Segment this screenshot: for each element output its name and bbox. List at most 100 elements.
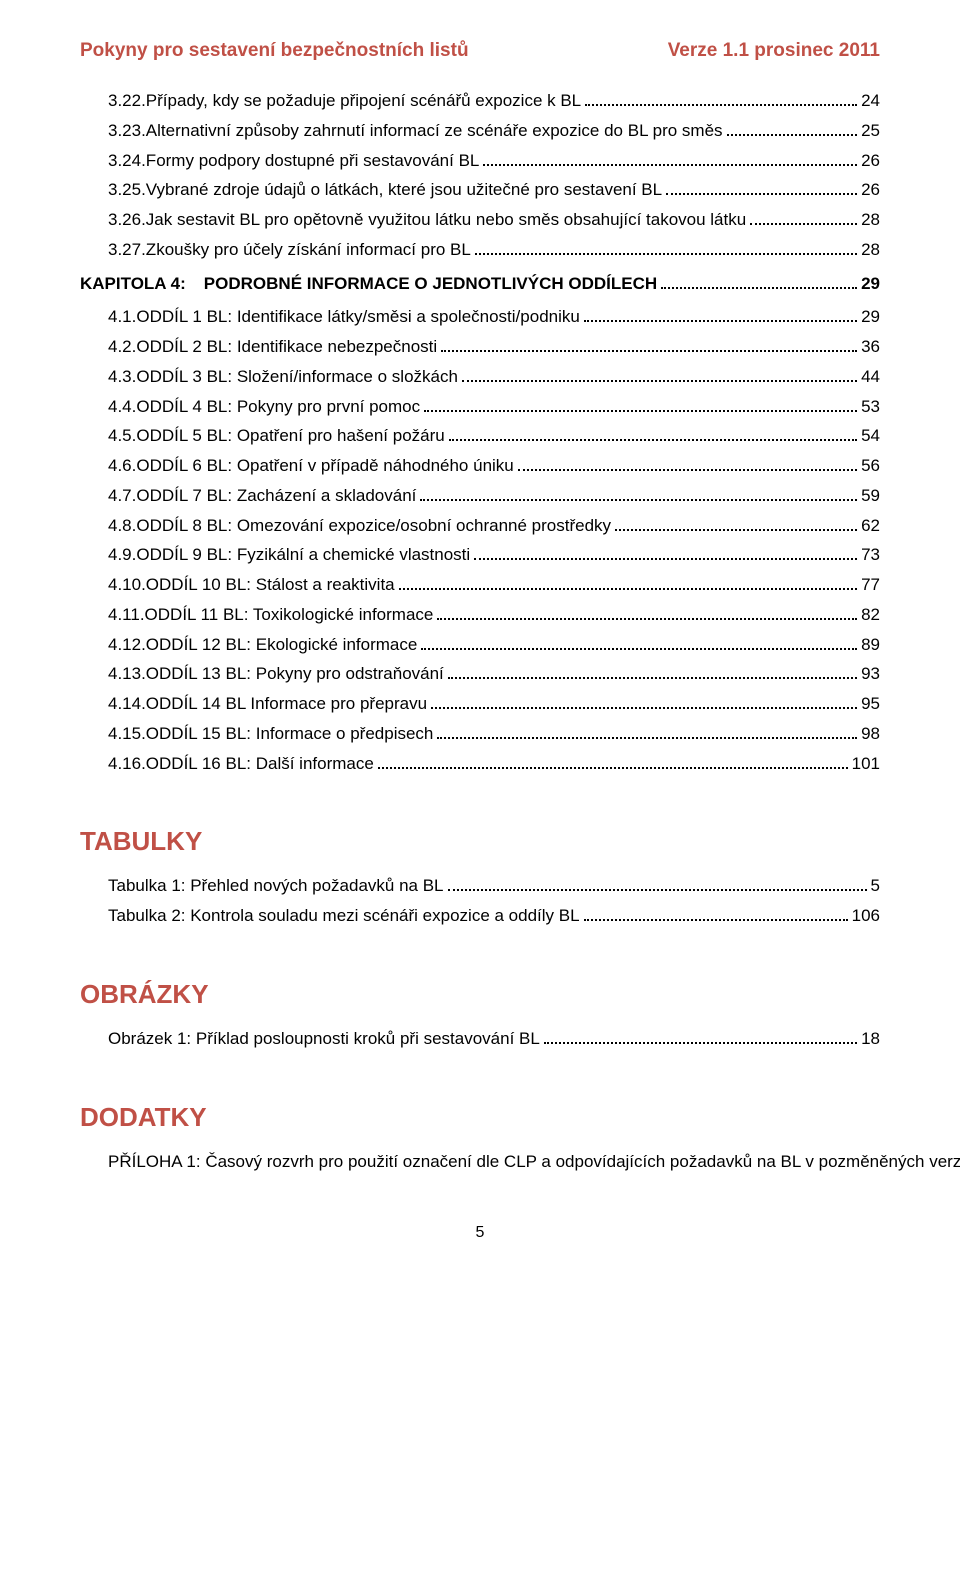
- toc-entry-page: 24: [861, 86, 880, 116]
- toc-entry-label: 4.15.ODDÍL 15 BL: Informace o předpisech: [108, 719, 433, 749]
- chapter-prefix: KAPITOLA 4:: [80, 269, 186, 299]
- toc-entry-page: 101: [852, 749, 880, 779]
- toc-entry-page: 54: [861, 421, 880, 451]
- toc-entry-label: 3.27.Zkoušky pro účely získání informací…: [108, 235, 471, 265]
- toc-dots: [420, 499, 857, 501]
- toc-entry-page: 36: [861, 332, 880, 362]
- page-number: 5: [80, 1224, 880, 1242]
- toc-entry: 4.15.ODDÍL 15 BL: Informace o předpisech…: [80, 719, 880, 749]
- toc-dots: [518, 469, 857, 471]
- toc-dots: [441, 350, 857, 352]
- toc-entry-label: PŘÍLOHA 1: Časový rozvrh pro použití ozn…: [108, 1147, 960, 1177]
- toc-entry: PŘÍLOHA 1: Časový rozvrh pro použití ozn…: [80, 1147, 880, 1177]
- toc-entry-page: 44: [861, 362, 880, 392]
- toc-entry-label: Tabulka 1: Přehled nových požadavků na B…: [108, 871, 444, 901]
- toc-entry: 4.16.ODDÍL 16 BL: Další informace 101: [80, 749, 880, 779]
- toc-entry-page: 93: [861, 659, 880, 689]
- tables-heading: TABULKY: [80, 826, 880, 857]
- toc-dots: [483, 164, 857, 166]
- toc-entry-label: 4.2.ODDÍL 2 BL: Identifikace nebezpečnos…: [108, 332, 437, 362]
- toc-entry-label: 4.3.ODDÍL 3 BL: Složení/informace o slož…: [108, 362, 458, 392]
- toc-entry: 4.5.ODDÍL 5 BL: Opatření pro hašení požá…: [80, 421, 880, 451]
- toc-entry-label: 4.4.ODDÍL 4 BL: Pokyny pro první pomoc: [108, 392, 420, 422]
- toc-entry-page: 95: [861, 689, 880, 719]
- toc-entry: 3.22.Případy, kdy se požaduje připojení …: [80, 86, 880, 116]
- toc-entry: 3.27.Zkoušky pro účely získání informací…: [80, 235, 880, 265]
- toc-dots: [750, 223, 857, 225]
- toc-dots: [378, 767, 848, 769]
- toc-dots: [462, 380, 857, 382]
- toc-entry: 4.2.ODDÍL 2 BL: Identifikace nebezpečnos…: [80, 332, 880, 362]
- toc-dots: [584, 919, 848, 921]
- toc-entry-label: Obrázek 1: Příklad posloupnosti kroků př…: [108, 1024, 540, 1054]
- toc-entry-page: 62: [861, 511, 880, 541]
- toc-dots: [448, 677, 857, 679]
- toc-dots: [437, 618, 857, 620]
- toc-entry: 3.23.Alternativní způsoby zahrnutí infor…: [80, 116, 880, 146]
- toc-entry-label: 4.10.ODDÍL 10 BL: Stálost a reaktivita: [108, 570, 395, 600]
- toc-entry-label: 3.22.Případy, kdy se požaduje připojení …: [108, 86, 581, 116]
- toc-entry-label: 4.7.ODDÍL 7 BL: Zacházení a skladování: [108, 481, 416, 511]
- toc-entry-label: Tabulka 2: Kontrola souladu mezi scénáři…: [108, 901, 580, 931]
- toc-entry-page: 29: [861, 302, 880, 332]
- toc-entry-label: 4.16.ODDÍL 16 BL: Další informace: [108, 749, 374, 779]
- toc-dots: [666, 193, 857, 195]
- toc-entry: 4.6.ODDÍL 6 BL: Opatření v případě náhod…: [80, 451, 880, 481]
- toc-entry: 4.11.ODDÍL 11 BL: Toxikologické informac…: [80, 600, 880, 630]
- toc-entry-label: 4.5.ODDÍL 5 BL: Opatření pro hašení požá…: [108, 421, 445, 451]
- toc-dots: [727, 134, 858, 136]
- toc-entry: 4.12.ODDÍL 12 BL: Ekologické informace 8…: [80, 630, 880, 660]
- toc-entry: 4.4.ODDÍL 4 BL: Pokyny pro první pomoc 5…: [80, 392, 880, 422]
- toc-entry: 4.10.ODDÍL 10 BL: Stálost a reaktivita 7…: [80, 570, 880, 600]
- header-right: Verze 1.1 prosinec 2011: [668, 40, 880, 62]
- toc-entry-page: 59: [861, 481, 880, 511]
- toc-entry: 3.25.Vybrané zdroje údajů o látkách, kte…: [80, 175, 880, 205]
- toc-entry: 4.14.ODDÍL 14 BL Informace pro přepravu …: [80, 689, 880, 719]
- toc-chapter-4: KAPITOLA 4: PODROBNÉ INFORMACE O JEDNOTL…: [80, 269, 880, 299]
- toc-entry-label: 4.6.ODDÍL 6 BL: Opatření v případě náhod…: [108, 451, 514, 481]
- toc-entry-page: 25: [861, 116, 880, 146]
- toc-entry-label: 4.11.ODDÍL 11 BL: Toxikologické informac…: [108, 600, 433, 630]
- toc-entry-label: 3.26.Jak sestavit BL pro opětovně využit…: [108, 205, 746, 235]
- toc-section-pre: 3.22.Případy, kdy se požaduje připojení …: [80, 86, 880, 265]
- toc-dots: [399, 588, 857, 590]
- toc-entry-label: 3.23.Alternativní způsoby zahrnutí infor…: [108, 116, 723, 146]
- toc-dots: [475, 253, 857, 255]
- figures-list: Obrázek 1: Příklad posloupnosti kroků př…: [80, 1024, 880, 1054]
- toc-dots: [449, 439, 857, 441]
- toc-entry: 4.8.ODDÍL 8 BL: Omezování expozice/osobn…: [80, 511, 880, 541]
- toc-entry-label: 4.9.ODDÍL 9 BL: Fyzikální a chemické vla…: [108, 540, 470, 570]
- toc-dots: [431, 707, 857, 709]
- toc-entry: 4.9.ODDÍL 9 BL: Fyzikální a chemické vla…: [80, 540, 880, 570]
- toc-entry-page: 82: [861, 600, 880, 630]
- toc-entry: Tabulka 1: Přehled nových požadavků na B…: [80, 871, 880, 901]
- header-left: Pokyny pro sestavení bezpečnostních list…: [80, 40, 469, 62]
- toc-entry: 3.26.Jak sestavit BL pro opětovně využit…: [80, 205, 880, 235]
- toc-entry: Obrázek 1: Příklad posloupnosti kroků př…: [80, 1024, 880, 1054]
- toc-dots: [584, 320, 857, 322]
- toc-entry: 4.1.ODDÍL 1 BL: Identifikace látky/směsi…: [80, 302, 880, 332]
- toc-dots: [421, 648, 857, 650]
- toc-entry: 4.7.ODDÍL 7 BL: Zacházení a skladování 5…: [80, 481, 880, 511]
- toc-entry-page: 5: [871, 871, 880, 901]
- toc-entry: 3.24.Formy podpory dostupné při sestavov…: [80, 146, 880, 176]
- toc-entry-page: 18: [861, 1024, 880, 1054]
- toc-entry-label: 4.1.ODDÍL 1 BL: Identifikace látky/směsi…: [108, 302, 580, 332]
- toc-entry-page: 26: [861, 146, 880, 176]
- toc-entry-page: 28: [861, 235, 880, 265]
- toc-entry-page: 77: [861, 570, 880, 600]
- toc-entry: 4.13.ODDÍL 13 BL: Pokyny pro odstraňován…: [80, 659, 880, 689]
- toc-entry-page: 28: [861, 205, 880, 235]
- figures-heading: OBRÁZKY: [80, 979, 880, 1010]
- toc-entry-page: 98: [861, 719, 880, 749]
- toc-entry-label: 3.24.Formy podpory dostupné při sestavov…: [108, 146, 479, 176]
- chapter-page: 29: [861, 269, 880, 299]
- toc-dots: [585, 104, 857, 106]
- toc-entry: 4.3.ODDÍL 3 BL: Složení/informace o slož…: [80, 362, 880, 392]
- toc-dots: [424, 410, 857, 412]
- toc-section-ch4: 4.1.ODDÍL 1 BL: Identifikace látky/směsi…: [80, 302, 880, 778]
- tables-list: Tabulka 1: Přehled nových požadavků na B…: [80, 871, 880, 931]
- chapter-title: PODROBNÉ INFORMACE O JEDNOTLIVÝCH ODDÍLE…: [204, 269, 657, 299]
- toc-dots: [474, 558, 857, 560]
- toc-entry-page: 73: [861, 540, 880, 570]
